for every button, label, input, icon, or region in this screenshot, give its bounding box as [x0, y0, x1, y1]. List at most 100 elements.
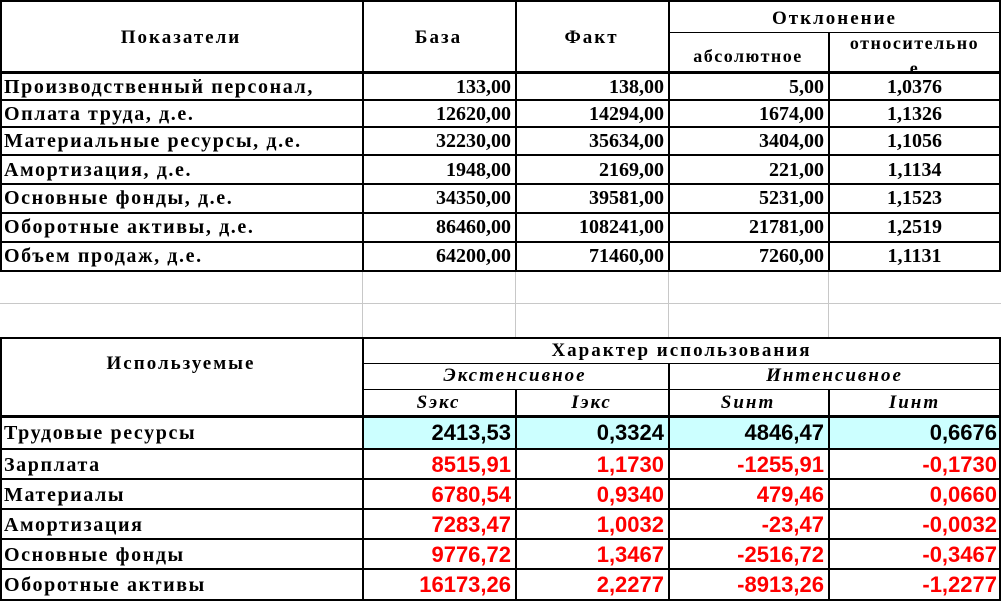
i-int-cell[interactable]: -0,3467	[922, 542, 997, 567]
relative-deviation-cell[interactable]: 1,1523	[887, 186, 942, 209]
row-name-cell[interactable]: Материальные ресурсы, д.е.	[4, 129, 302, 152]
row-name-cell[interactable]: Основные фонды, д.е.	[4, 186, 234, 209]
absolute-deviation-cell[interactable]: 5231,00	[759, 186, 824, 209]
header-deviation[interactable]: Отклонение	[772, 8, 897, 29]
s-ext-cell[interactable]: 8515,91	[431, 452, 511, 477]
grid-line	[362, 389, 1001, 390]
fact-value-cell[interactable]: 138,00	[609, 75, 664, 98]
grid-line	[0, 183, 1001, 185]
s-ext-cell[interactable]: 7283,47	[431, 512, 511, 537]
i-ext-cell[interactable]: 2,2277	[596, 572, 664, 597]
grid-line	[0, 154, 1001, 156]
header-s-ext[interactable]: Sэкс	[416, 392, 461, 413]
row-name-cell[interactable]: Оплата труда, д.е.	[4, 102, 195, 125]
i-ext-cell[interactable]: 0,9340	[596, 482, 664, 507]
base-value-cell[interactable]: 64200,00	[436, 244, 511, 267]
row-name-cell[interactable]: Амортизация	[4, 513, 144, 536]
absolute-deviation-cell[interactable]: 1674,00	[759, 102, 824, 125]
grid-line	[0, 448, 1001, 450]
grid-line	[0, 126, 1001, 128]
base-value-cell[interactable]: 1948,00	[446, 158, 511, 181]
s-ext-cell[interactable]: 6780,54	[431, 482, 511, 507]
relative-deviation-cell[interactable]: 1,0376	[887, 75, 942, 98]
grid-line	[0, 415, 1001, 418]
base-value-cell[interactable]: 12620,00	[436, 102, 511, 125]
header-extensive[interactable]: Экстенсивное	[443, 365, 587, 386]
s-ext-cell[interactable]: 2413,53	[362, 418, 515, 448]
row-name-cell[interactable]: Зарплата	[4, 453, 101, 476]
i-int-cell[interactable]: -0,1730	[922, 452, 997, 477]
row-name-cell[interactable]: Материалы	[4, 483, 126, 506]
fact-value-cell[interactable]: 39581,00	[589, 186, 664, 209]
grid-line	[668, 363, 670, 601]
header-intensive[interactable]: Интенсивное	[766, 365, 903, 386]
header-used[interactable]: Используемые	[106, 353, 256, 374]
row-name-cell[interactable]: Амортизация, д.е.	[4, 158, 193, 181]
header-i-ext[interactable]: Iэкс	[571, 392, 612, 413]
relative-deviation-cell[interactable]: 1,1326	[887, 102, 942, 125]
header-indicator[interactable]: Показатели	[120, 26, 242, 48]
s-int-cell[interactable]: -2516,72	[737, 542, 824, 567]
relative-deviation-cell[interactable]: 1,1134	[887, 158, 942, 181]
absolute-deviation-cell[interactable]: 7260,00	[759, 244, 824, 267]
base-value-cell[interactable]: 32230,00	[436, 129, 511, 152]
fact-value-cell[interactable]: 71460,00	[589, 244, 664, 267]
grid-line	[668, 32, 1001, 33]
grid-line	[999, 337, 1001, 601]
i-int-cell[interactable]: -0,0032	[922, 512, 997, 537]
base-value-cell[interactable]: 133,00	[456, 75, 511, 98]
s-int-cell[interactable]: -23,47	[761, 512, 824, 537]
grid-line	[999, 0, 1001, 272]
base-value-cell[interactable]: 34350,00	[436, 186, 511, 209]
relative-deviation-cell[interactable]: 1,1131	[887, 244, 942, 267]
s-int-cell[interactable]: -8913,26	[737, 572, 824, 597]
i-int-cell[interactable]: 0,0660	[929, 482, 997, 507]
row-name-cell[interactable]: Оборотные активы	[4, 573, 206, 596]
grid-line	[0, 538, 1001, 540]
absolute-deviation-cell[interactable]: 21781,00	[749, 215, 824, 238]
i-ext-cell[interactable]: 0,3324	[515, 418, 668, 448]
relative-deviation-cell[interactable]: 1,1056	[887, 129, 942, 152]
row-name-cell[interactable]: Объем продаж, д.е.	[4, 244, 203, 267]
grid-line	[0, 0, 2, 272]
row-name-cell[interactable]: Производственный персонал,	[4, 75, 314, 98]
grid-line	[828, 32, 830, 272]
s-ext-cell[interactable]: 9776,72	[431, 542, 511, 567]
header-absolute[interactable]: абсолютное	[693, 45, 803, 66]
fact-value-cell[interactable]: 108241,00	[579, 215, 664, 238]
gridline-light	[828, 272, 829, 337]
base-value-cell[interactable]: 86460,00	[436, 215, 511, 238]
s-int-cell[interactable]: 4846,47	[668, 418, 828, 448]
fact-value-cell[interactable]: 35634,00	[589, 129, 664, 152]
row-name-cell[interactable]: Трудовые ресурсы	[4, 421, 197, 444]
fact-value-cell[interactable]: 2169,00	[599, 158, 664, 181]
i-ext-cell[interactable]: 1,0032	[596, 512, 664, 537]
header-fact[interactable]: Факт	[564, 26, 619, 48]
i-ext-cell[interactable]: 1,1730	[596, 452, 664, 477]
grid-line	[0, 241, 1001, 243]
row-name-cell[interactable]: Оборотные активы, д.е.	[4, 215, 255, 238]
grid-line	[515, 389, 517, 601]
relative-deviation-cell[interactable]: 1,2519	[887, 215, 942, 238]
absolute-deviation-cell[interactable]: 221,00	[769, 158, 824, 181]
header-i-int[interactable]: Iинт	[888, 392, 941, 413]
header-relative-overflow: е	[909, 58, 920, 75]
header-base[interactable]: База	[414, 26, 463, 48]
fact-value-cell[interactable]: 14294,00	[589, 102, 664, 125]
header-relative[interactable]: относительно	[849, 33, 980, 53]
grid-line	[0, 599, 1001, 601]
s-int-cell[interactable]: -1255,91	[737, 452, 824, 477]
row-name-cell[interactable]: Основные фонды	[4, 543, 185, 566]
s-int-cell[interactable]: 479,46	[756, 482, 824, 507]
header-character[interactable]: Характер использования	[551, 340, 812, 361]
grid-line	[0, 71, 1001, 74]
i-ext-cell[interactable]: 1,3467	[596, 542, 664, 567]
absolute-deviation-cell[interactable]: 3404,00	[759, 129, 824, 152]
grid-line	[362, 0, 364, 272]
i-int-cell[interactable]: 0,6676	[828, 418, 1001, 448]
s-ext-cell[interactable]: 16173,26	[419, 572, 511, 597]
i-int-cell[interactable]: -1,2277	[922, 572, 997, 597]
absolute-deviation-cell[interactable]: 5,00	[789, 75, 824, 98]
header-s-int[interactable]: Sинт	[720, 392, 776, 413]
